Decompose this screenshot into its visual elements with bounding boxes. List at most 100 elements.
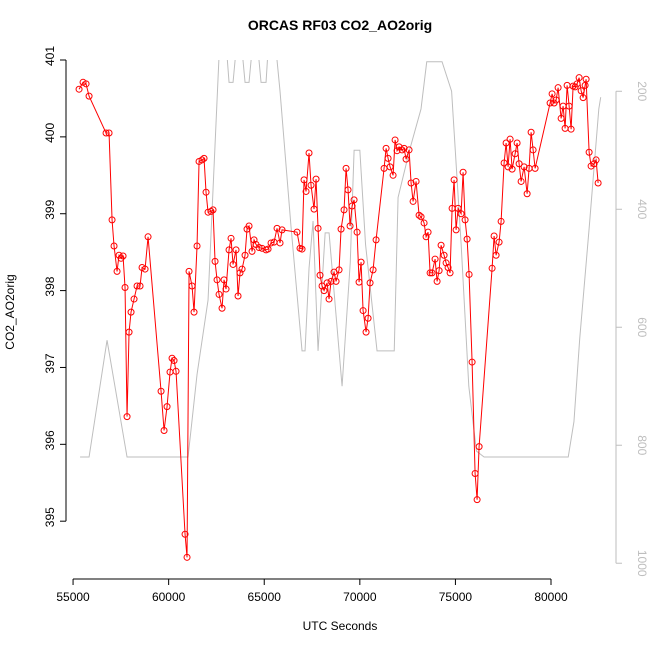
y-tick-label: 396 — [43, 430, 57, 450]
data-point — [355, 278, 363, 286]
data-point — [348, 202, 356, 210]
data-point — [82, 80, 90, 88]
data-point — [546, 99, 554, 107]
data-point — [305, 149, 313, 157]
data-point — [105, 129, 113, 137]
data-point — [513, 139, 521, 147]
data-point — [117, 254, 125, 262]
data-point — [200, 154, 208, 162]
data-point — [504, 163, 512, 171]
y2-tick-label: 800 — [635, 435, 649, 455]
data-point — [454, 204, 462, 212]
x-tick-label: 55000 — [56, 590, 90, 604]
data-point — [442, 259, 450, 267]
data-point — [337, 225, 345, 233]
data-point — [431, 255, 439, 263]
data-point — [575, 74, 583, 82]
y-tick-label: 398 — [43, 276, 57, 296]
data-point — [123, 413, 131, 421]
y2-tick-label: 400 — [635, 199, 649, 219]
y-axis-label: CO2_AO2orig — [3, 274, 17, 349]
data-point — [502, 139, 510, 147]
data-point — [190, 308, 198, 316]
data-point — [183, 553, 191, 561]
data-point — [531, 164, 539, 172]
data-point — [215, 290, 223, 298]
data-point — [437, 241, 445, 249]
data-point — [342, 164, 350, 172]
data-point — [163, 403, 171, 411]
data-point — [511, 150, 519, 158]
data-point — [362, 328, 370, 336]
data-point — [181, 530, 189, 538]
data-point — [407, 179, 415, 187]
y-tick-label: 400 — [43, 123, 57, 143]
data-point — [369, 266, 377, 274]
data-point — [213, 276, 221, 284]
data-point — [75, 85, 83, 93]
data-point — [344, 186, 352, 194]
y2-tick-label: 1000 — [635, 550, 649, 577]
data-point — [450, 176, 458, 184]
data-point — [402, 155, 410, 163]
y-tick-label: 395 — [43, 507, 57, 527]
data-point — [548, 90, 556, 98]
data-point — [565, 102, 573, 110]
data-point — [133, 282, 141, 290]
data-point — [323, 279, 331, 287]
data-point — [523, 190, 531, 198]
data-point — [424, 228, 432, 236]
data-point — [127, 308, 135, 316]
data-point — [350, 196, 358, 204]
data-point — [113, 267, 121, 275]
data-point — [232, 246, 240, 254]
data-point — [220, 276, 228, 284]
data-point — [121, 284, 129, 292]
data-point — [255, 244, 263, 252]
data-point — [312, 175, 320, 183]
x-tick-label: 60000 — [152, 590, 186, 604]
data-point — [234, 292, 242, 300]
data-point — [495, 238, 503, 246]
y-tick-label: 399 — [43, 199, 57, 219]
data-point — [141, 265, 149, 273]
data-point — [585, 148, 593, 156]
data-point — [332, 277, 340, 285]
data-point — [520, 163, 528, 171]
data-point — [359, 307, 367, 315]
data-point — [473, 496, 481, 504]
data-point — [172, 367, 180, 375]
data-point — [400, 144, 408, 152]
data-point — [577, 87, 585, 95]
data-point — [229, 260, 237, 268]
data-point — [465, 270, 473, 278]
data-point — [391, 136, 399, 144]
data-point — [298, 245, 306, 253]
data-point — [508, 165, 516, 173]
x-axis-label: UTC Seconds — [303, 619, 378, 633]
data-point — [222, 285, 230, 293]
data-point — [273, 224, 281, 232]
data-point — [497, 217, 505, 225]
data-point — [527, 128, 535, 136]
data-point — [389, 171, 397, 179]
data-point — [529, 146, 537, 154]
data-point — [85, 92, 93, 100]
data-point — [227, 234, 235, 242]
x-tick-label: 70000 — [343, 590, 377, 604]
data-point — [211, 257, 219, 265]
data-point — [193, 242, 201, 250]
data-point — [202, 188, 210, 196]
data-point — [398, 146, 406, 154]
data-point — [314, 224, 322, 232]
plot-area — [75, 60, 602, 561]
data-point — [517, 177, 525, 185]
data-point — [353, 228, 361, 236]
data-point — [250, 236, 258, 244]
data-point — [340, 206, 348, 214]
data-point — [554, 84, 562, 92]
data-point — [209, 206, 217, 214]
data-point — [278, 226, 286, 234]
